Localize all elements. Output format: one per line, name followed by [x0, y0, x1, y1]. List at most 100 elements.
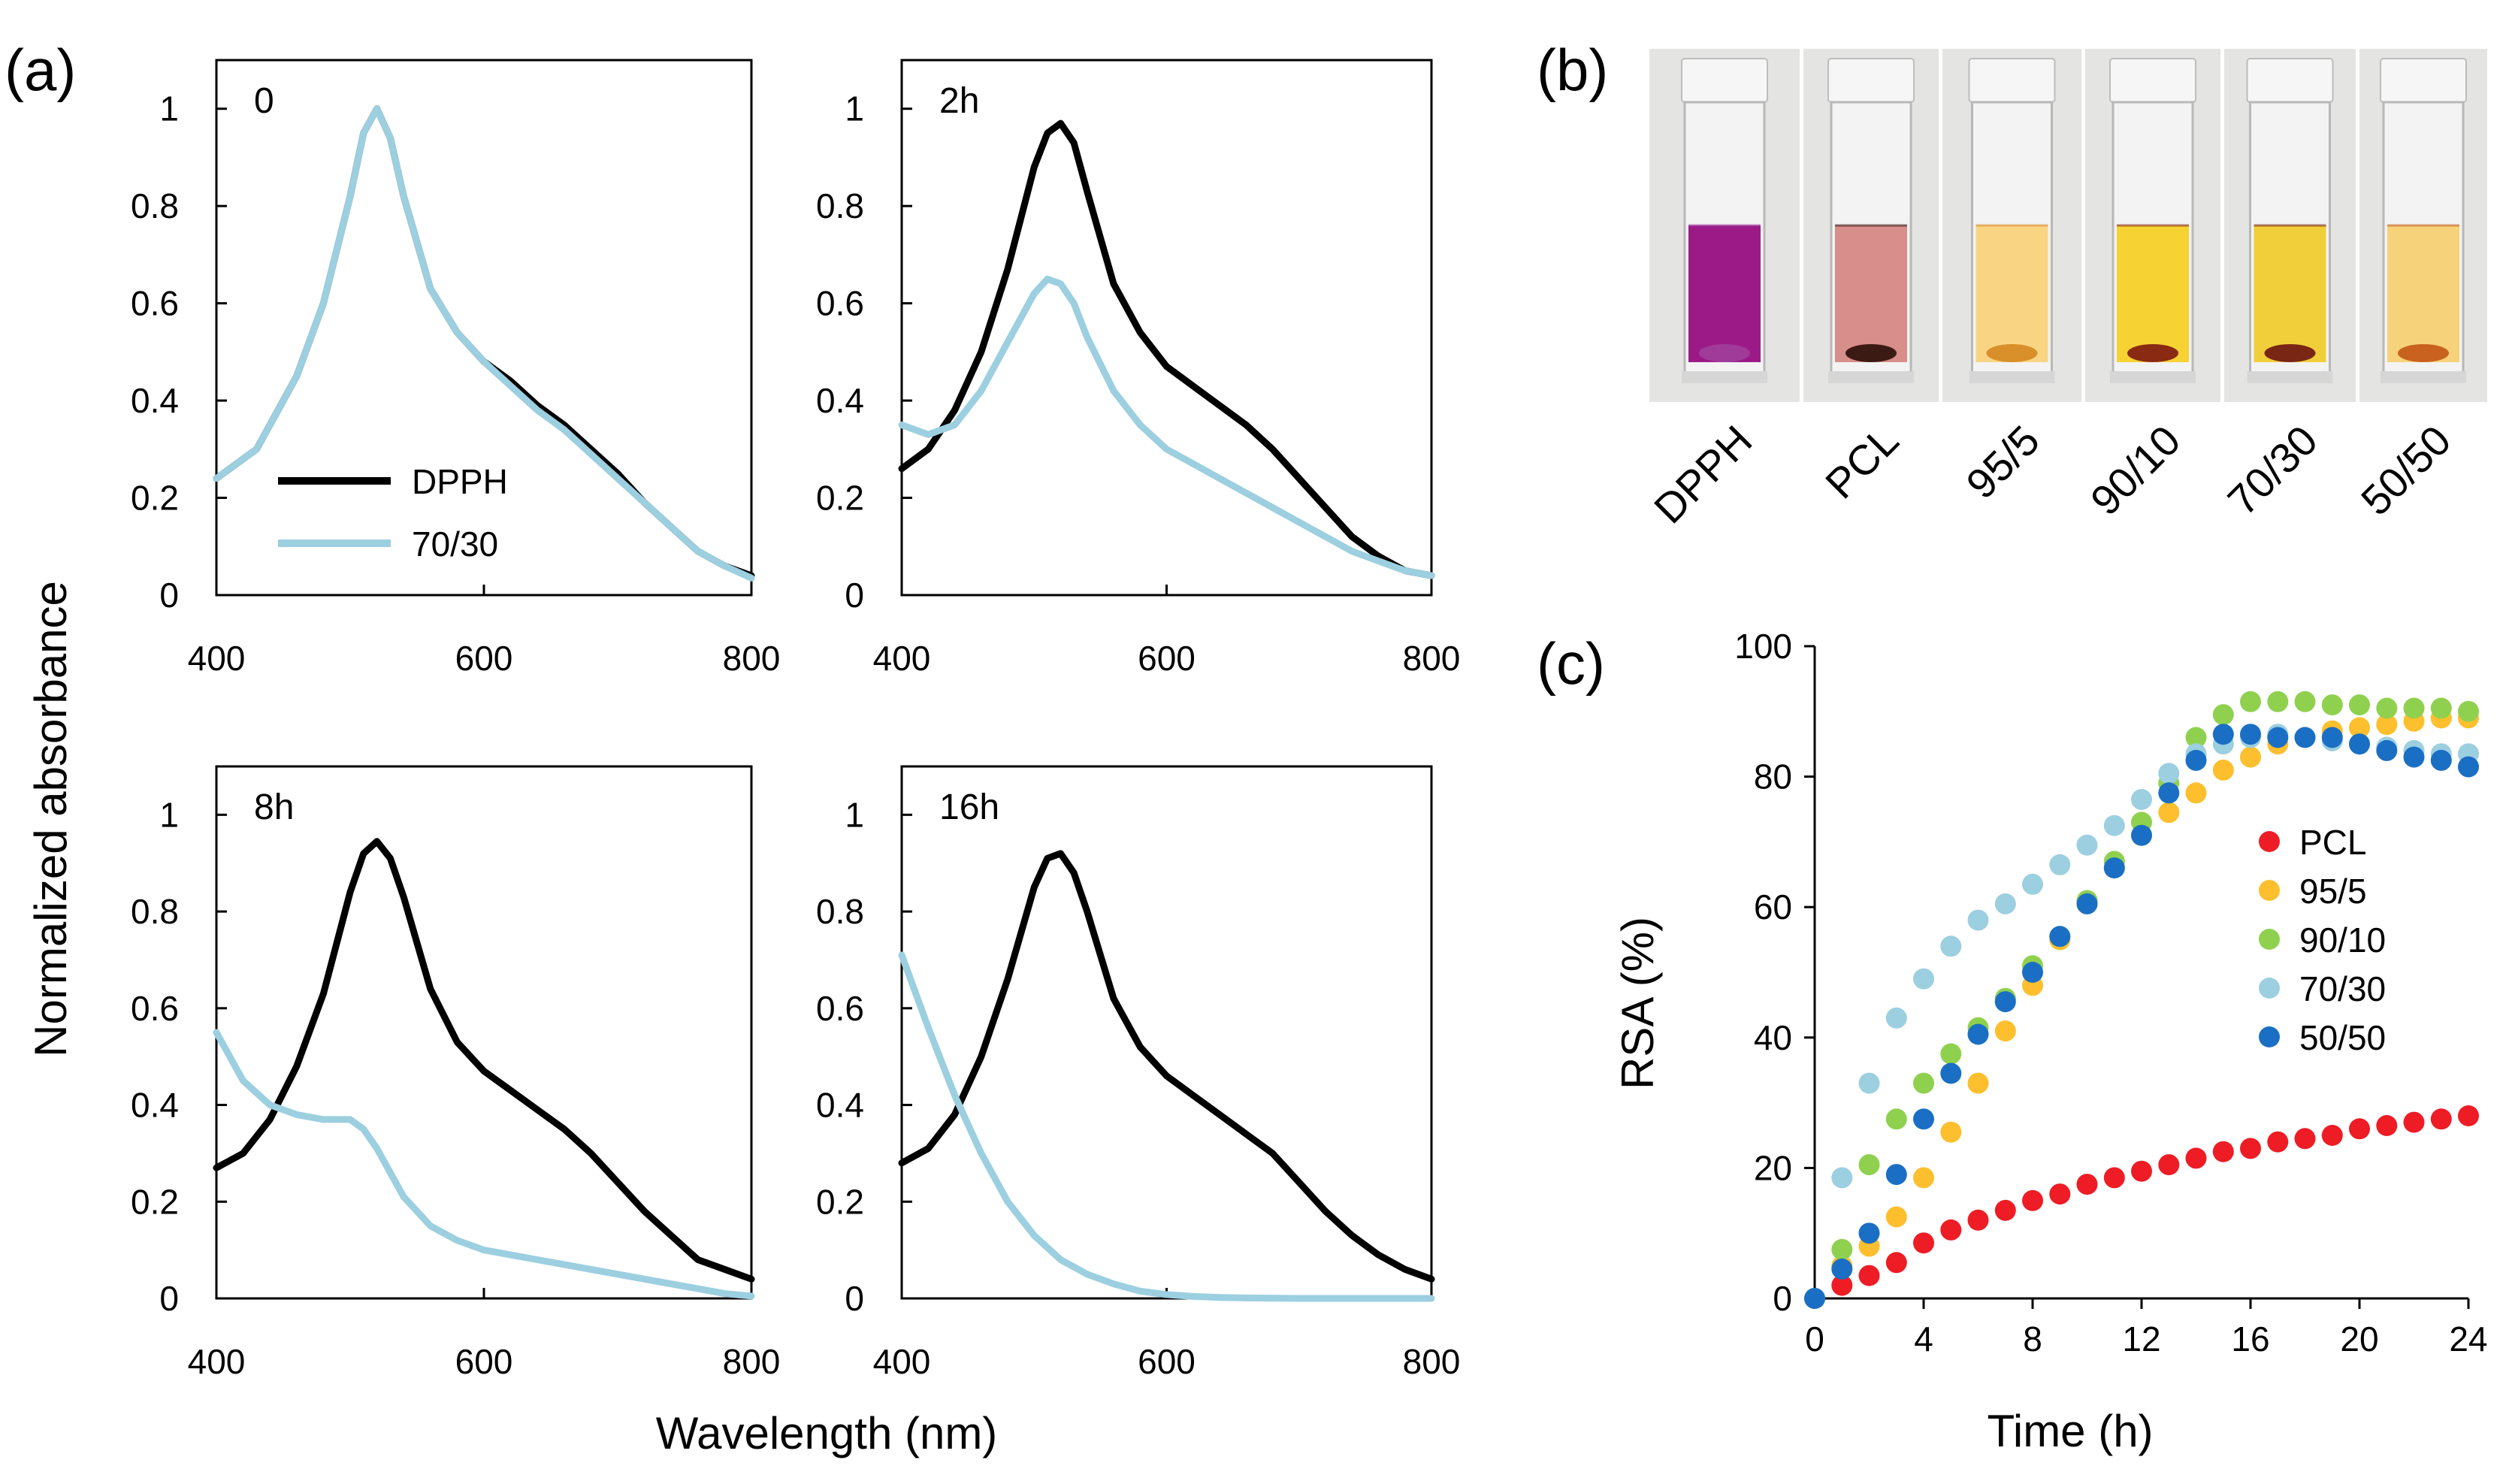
y-tick-label: 0.4 — [131, 1086, 179, 1125]
rsa-point — [1940, 1062, 1962, 1084]
y-tick-label: 1 — [159, 89, 179, 128]
absorbance-plot-8h: 0 0.2 0.4 0.6 0.8 1 400 600 800 8h — [131, 765, 781, 1381]
x-tick-label: 600 — [455, 1342, 513, 1381]
y-tick-label: 0.4 — [816, 1086, 864, 1125]
curve-DPPH — [898, 119, 1435, 579]
y-tick-label: 0.8 — [816, 186, 864, 225]
cuvette-label: 70/30 — [2218, 416, 2326, 524]
rsa-point — [2267, 1131, 2289, 1153]
rsa-point — [2349, 733, 2370, 755]
y-tick-label: 0 — [159, 576, 179, 615]
x-tick-label: 20 — [2340, 1319, 2378, 1359]
y-tick-label: 1 — [159, 795, 179, 834]
plot-time-tag: 16h — [939, 787, 999, 827]
rsa-point — [1831, 1167, 1853, 1189]
rsa-point — [2376, 1115, 2398, 1136]
rsa-point — [1885, 1108, 1907, 1130]
rsa-point — [2376, 739, 2398, 761]
rsa-point — [1967, 1023, 1989, 1045]
panel-b-label: (b) — [1537, 37, 1608, 103]
curve-DPPH — [213, 105, 755, 579]
rsa-point — [1831, 1238, 1853, 1260]
cuvette-label: 95/5 — [1957, 416, 2048, 508]
rsa-point — [2185, 1147, 2207, 1169]
rsa-point — [2240, 746, 2261, 768]
x-tick-label: 8 — [2023, 1319, 2042, 1359]
cuvette-photo-90-10: 90/10 — [2081, 49, 2220, 524]
x-tick-label: 600 — [455, 639, 513, 678]
rsa-point — [2185, 727, 2207, 748]
cuvette-liquid — [1975, 225, 2048, 362]
cuvette-photo-95-5: 95/5 — [1942, 49, 2081, 508]
rsa-point — [1913, 1108, 1934, 1130]
y-tick-label: 0 — [159, 1279, 179, 1318]
rsa-point — [2403, 1111, 2425, 1133]
cuvette-photo-PCL: PCL — [1803, 49, 1939, 508]
cuvette-liquid — [2117, 225, 2189, 362]
x-tick-label: 24 — [2449, 1319, 2487, 1359]
x-tick-label: 16 — [2231, 1319, 2269, 1359]
legend-label: DPPH — [412, 462, 508, 501]
rsa-point — [2049, 854, 2071, 875]
rsa-point — [2158, 802, 2180, 824]
legend-label: 95/5 — [2299, 872, 2367, 911]
rsa-point — [2022, 1189, 2043, 1211]
legend-label: 70/30 — [412, 524, 498, 564]
rsa-point — [1967, 1072, 1989, 1094]
rsa-point — [2185, 749, 2207, 771]
panel-c: 0 20 40 60 80 100 0 4 8 12 16 20 24 PCL 95/5 90/10 70/30… — [1734, 627, 2487, 1359]
rsa-point — [2376, 697, 2398, 719]
panel-a-x-label: Wavelength (nm) — [656, 1408, 998, 1458]
y-tick-label: 1 — [845, 795, 864, 834]
rsa-point — [2458, 700, 2479, 722]
rsa-point — [2158, 763, 2180, 784]
x-tick-label: 400 — [188, 1342, 246, 1381]
legend-label: 90/10 — [2299, 920, 2386, 960]
rsa-point — [2240, 724, 2261, 745]
rsa-point — [2212, 724, 2234, 745]
rsa-point — [1940, 1043, 1962, 1065]
rsa-point — [2376, 714, 2398, 736]
rsa-point — [1858, 1072, 1880, 1094]
rsa-point — [1885, 1206, 1907, 1228]
rsa-point — [2267, 691, 2289, 712]
panel-c-label: (c) — [1537, 630, 1605, 697]
rsa-point — [2212, 759, 2234, 781]
rsa-point — [2103, 1167, 2125, 1189]
rsa-point — [2076, 1174, 2098, 1195]
rsa-point — [1913, 1167, 1934, 1189]
plot-time-tag: 0 — [254, 81, 274, 121]
rsa-point — [1913, 1232, 1934, 1254]
panel-c-y-label: RSA (%) — [1613, 917, 1663, 1090]
y-tick-label: 0 — [845, 576, 864, 615]
rsa-point — [2294, 727, 2316, 748]
rsa-point — [2076, 834, 2098, 856]
curve-70-30 — [898, 951, 1435, 1302]
absorbance-plot-16h: 0 0.2 0.4 0.6 0.8 1 400 600 800 16h — [816, 765, 1460, 1381]
rsa-point — [2049, 926, 2071, 948]
plot-frame — [215, 765, 753, 1300]
rsa-point — [1940, 935, 1962, 957]
legend: DPPH 70/30 — [278, 462, 508, 564]
x-tick-label: 600 — [1138, 639, 1196, 678]
cuvette-pellet — [1986, 344, 2038, 362]
x-tick-label: 400 — [873, 1342, 931, 1381]
curve-70-30 — [213, 105, 755, 582]
cuvette-label: 50/50 — [2352, 416, 2460, 524]
x-tick-label: 800 — [723, 1342, 781, 1381]
cuvette-base — [2247, 371, 2333, 383]
rsa-point — [2103, 815, 2125, 836]
cuvette-label: 90/10 — [2081, 416, 2190, 524]
y-tick-label: 0.6 — [816, 284, 864, 323]
cuvette-pellet — [2398, 344, 2449, 362]
rsa-point — [1940, 1121, 1962, 1143]
rsa-point — [2240, 1138, 2261, 1159]
y-tick-label: 1 — [845, 89, 864, 128]
plot-frame — [900, 59, 1433, 597]
absorbance-plot-0: 0 0.2 0.4 0.6 0.8 1 400 600 800 0 DPPH 70/30 — [131, 59, 780, 678]
rsa-point — [2349, 717, 2370, 739]
panel-a-y-label: Normalized absorbance — [26, 581, 76, 1057]
panel-b: DPPH PCL 95/5 90/10 70/30 50/50 — [1645, 49, 2487, 533]
curve-DPPH — [898, 850, 1435, 1283]
